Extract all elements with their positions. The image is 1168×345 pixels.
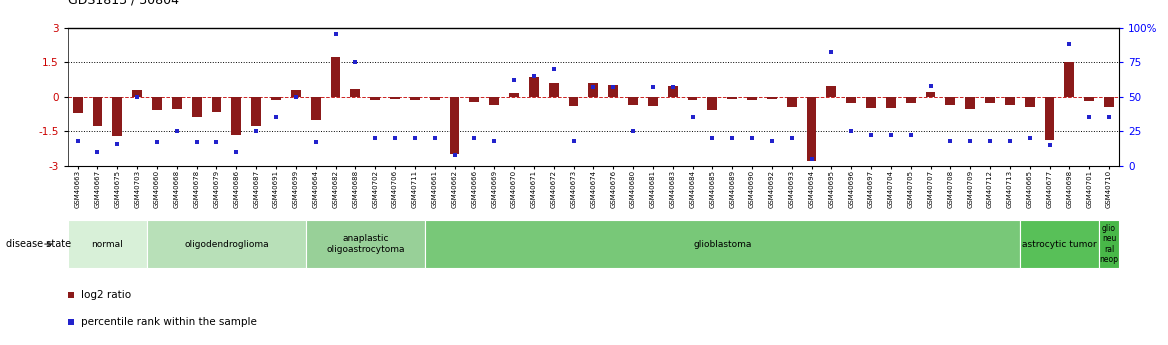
Bar <box>1064 62 1075 97</box>
Bar <box>708 97 717 110</box>
Bar <box>609 85 618 97</box>
Bar <box>251 97 262 127</box>
Bar <box>132 90 142 97</box>
Bar <box>291 90 301 97</box>
Bar <box>787 97 797 107</box>
Bar <box>430 97 439 100</box>
Bar <box>767 97 777 99</box>
Bar <box>1084 97 1094 101</box>
Bar <box>1004 97 1015 105</box>
Bar <box>985 97 995 104</box>
Bar <box>211 97 222 111</box>
Bar <box>271 97 281 100</box>
Text: oligodendroglioma: oligodendroglioma <box>185 239 269 249</box>
Bar <box>68 220 147 268</box>
Bar <box>390 97 399 99</box>
Bar <box>628 97 638 105</box>
Bar <box>1104 97 1114 107</box>
Bar <box>1020 220 1099 268</box>
Bar <box>885 97 896 108</box>
Bar <box>905 97 916 104</box>
Text: glioblastoma: glioblastoma <box>693 239 751 249</box>
Bar <box>807 97 816 161</box>
Bar <box>112 97 123 136</box>
Bar <box>827 86 836 97</box>
Bar <box>489 97 499 105</box>
Text: glio
neu
ral
neop: glio neu ral neop <box>1099 224 1119 264</box>
Bar <box>865 97 876 108</box>
Bar <box>688 97 697 100</box>
Bar <box>450 97 459 154</box>
Bar <box>410 97 419 100</box>
Bar <box>748 97 757 100</box>
Bar <box>529 77 538 97</box>
Bar <box>192 97 202 117</box>
Text: astrocytic tumor: astrocytic tumor <box>1022 239 1097 249</box>
Bar <box>152 97 162 110</box>
Bar <box>847 97 856 104</box>
Bar <box>509 93 519 97</box>
Bar <box>569 97 578 106</box>
Text: GDS1813 / 30804: GDS1813 / 30804 <box>68 0 179 7</box>
Bar <box>549 83 558 97</box>
Bar <box>172 97 182 109</box>
Bar <box>231 97 242 135</box>
Bar <box>92 97 103 127</box>
Bar <box>668 86 677 97</box>
Bar <box>589 83 598 97</box>
Bar <box>648 97 658 106</box>
Text: percentile rank within the sample: percentile rank within the sample <box>81 317 257 326</box>
Bar <box>311 97 321 120</box>
Bar <box>925 92 936 97</box>
Bar <box>470 97 479 102</box>
Bar <box>331 58 340 97</box>
Bar <box>425 220 1020 268</box>
Text: disease state: disease state <box>6 239 71 249</box>
Bar <box>945 97 955 105</box>
Text: normal: normal <box>91 239 124 249</box>
Text: log2 ratio: log2 ratio <box>81 290 131 300</box>
Bar <box>370 97 380 100</box>
Text: anaplastic
oligoastrocytoma: anaplastic oligoastrocytoma <box>326 234 404 254</box>
Bar <box>1024 97 1035 107</box>
Bar <box>147 220 306 268</box>
Bar <box>72 97 83 113</box>
Bar <box>350 89 360 97</box>
Bar <box>728 97 737 99</box>
Bar <box>965 97 975 109</box>
Bar <box>1099 220 1119 268</box>
Bar <box>1044 97 1055 140</box>
Bar <box>306 220 425 268</box>
